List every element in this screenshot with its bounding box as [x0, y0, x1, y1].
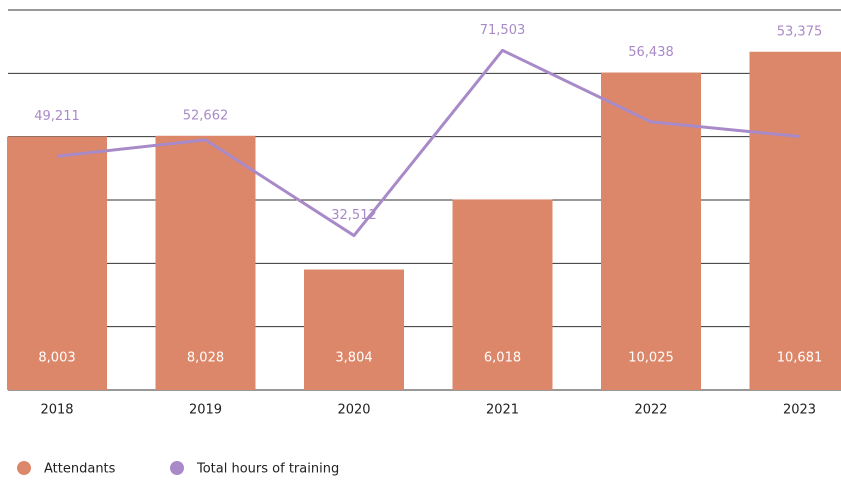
- bar: [304, 269, 404, 390]
- bar: [749, 51, 841, 390]
- bar-value-label: 8,028: [187, 351, 224, 366]
- bar-value-label: 10,025: [628, 351, 674, 366]
- legend-label: Attendants: [44, 462, 116, 477]
- line: [56, 48, 800, 238]
- legend-marker: [17, 461, 31, 475]
- x-tick-label: 2018: [40, 403, 73, 418]
- x-tick-label: 2022: [634, 403, 667, 418]
- line-value-label: 52,662: [183, 108, 229, 123]
- line-value-label: 49,211: [34, 109, 80, 124]
- bar: [452, 199, 553, 390]
- x-tick-label: 2023: [783, 403, 816, 418]
- legend-marker: [170, 461, 184, 475]
- line-value-label: 53,375: [777, 24, 823, 39]
- bar: [7, 136, 107, 390]
- line-value-label: 32,512: [331, 208, 377, 223]
- bar: [155, 135, 256, 390]
- bar-value-label: 10,681: [777, 351, 823, 366]
- bar-value-label: 6,018: [484, 351, 521, 366]
- bar: [601, 72, 701, 391]
- legend-label: Total hours of training: [196, 462, 339, 477]
- x-tick-label: 2020: [337, 403, 370, 418]
- x-tick-label: 2021: [486, 403, 519, 418]
- bar-value-label: 3,804: [335, 351, 372, 366]
- x-tick-label: 2019: [189, 403, 222, 418]
- line-value-label: 56,438: [628, 45, 674, 60]
- bar-value-label: 8,003: [38, 351, 75, 366]
- line-value-label: 71,503: [480, 23, 526, 38]
